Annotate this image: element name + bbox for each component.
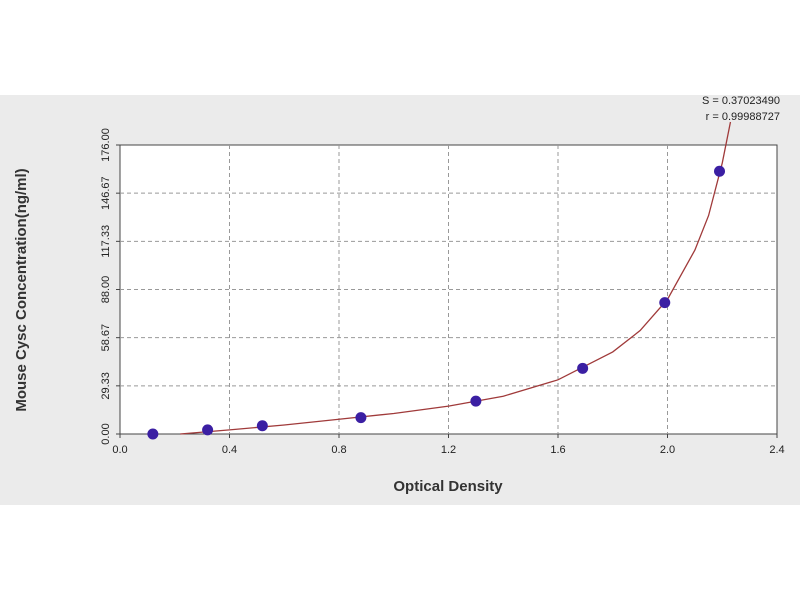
data-point (577, 362, 589, 374)
data-point (714, 165, 726, 177)
y-tick-label: 88.00 (100, 276, 112, 304)
x-tick-label: 2.4 (769, 444, 784, 456)
data-point (256, 420, 268, 432)
data-point (147, 428, 159, 440)
y-tick-label: 29.33 (100, 372, 112, 400)
y-axis-title: Mouse Cysc Concentration(ng/ml) (13, 168, 30, 411)
x-tick-label: 1.2 (441, 444, 456, 456)
x-tick-label: 2.0 (660, 444, 675, 456)
x-axis-title: Optical Density (393, 478, 503, 495)
y-tick-label: 58.67 (100, 324, 112, 352)
fit-curve (180, 121, 732, 435)
y-tick-label: 176.00 (100, 128, 112, 162)
annotation: r = 0.99988727 (706, 111, 780, 123)
x-tick-label: 0.0 (112, 444, 127, 456)
data-point (659, 297, 671, 309)
y-tick-label: 117.33 (100, 225, 112, 258)
data-point (202, 424, 214, 436)
y-tick-label: 146.67 (100, 176, 112, 210)
x-tick-label: 0.8 (331, 444, 346, 456)
x-tick-label: 0.4 (222, 444, 237, 456)
data-point (355, 412, 367, 424)
x-tick-label: 1.6 (550, 444, 565, 456)
annotation: S = 0.37023490 (702, 95, 780, 107)
data-point (470, 395, 482, 407)
y-tick-label: 0.00 (100, 423, 112, 444)
